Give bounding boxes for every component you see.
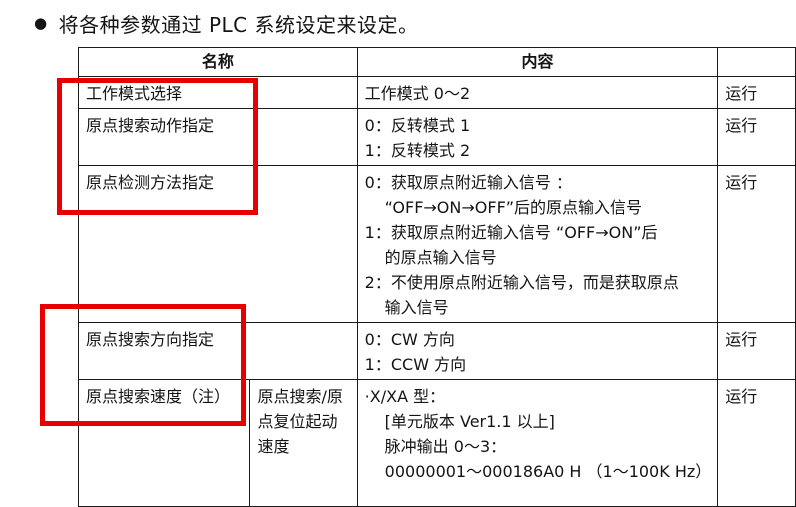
content-line: 0：CW 方向 <box>364 330 455 349</box>
param-content: 0：反转模式 1 1：反转模式 2 <box>356 108 719 166</box>
param-content: 0：CW 方向 1：CCW 方向 <box>356 322 719 380</box>
table-row: 原点搜索速度（注） 原点搜索/原点复位起动速度 ·X/XA 型： [单元版本 Ve… <box>77 379 796 507</box>
param-name: 原点搜索动作指定 <box>78 108 358 166</box>
param-status: 运行 <box>717 322 796 380</box>
table-row: 原点检测方法指定 0：获取原点附近输入信号 ： “OFF→ON→OFF”后的原点输… <box>78 165 796 323</box>
param-name: 原点检测方法指定 <box>78 165 358 323</box>
content-line: 的原点输入信号 <box>384 248 497 267</box>
content-line: 0：反转模式 1 <box>364 116 471 135</box>
content-line: 输入信号 <box>384 298 449 317</box>
content-line: ·X/XA 型： <box>364 387 446 406</box>
content-line: 脉冲输出 0～3： <box>384 437 507 456</box>
param-content: 0：获取原点附近输入信号 ： “OFF→ON→OFF”后的原点输入信号 1：获取原点… <box>356 165 719 323</box>
header-name: 名称 <box>78 47 358 77</box>
param-content: ·X/XA 型： [单元版本 Ver1.1 以上] 脉冲输出 0～3： 0000000… <box>356 379 719 507</box>
content-line: “OFF→ON→OFF”后的原点输入信号 <box>384 198 643 217</box>
content-line: 0：获取原点附近输入信号 ： <box>364 173 572 192</box>
content-line: 1：获取原点附近输入信号 “OFF→ON”后 <box>364 223 658 242</box>
content-line: 1：反转模式 2 <box>364 141 471 160</box>
table-header-row: 名称 内容 <box>78 47 796 77</box>
param-status: 运行 <box>717 379 796 507</box>
table-row: 原点搜索动作指定 0：反转模式 1 1：反转模式 2 运行 <box>78 108 796 166</box>
content-line: 2：不使用原点附近输入信号，而是获取原点 <box>364 273 679 292</box>
param-content: 工作模式 0～2 <box>356 76 719 109</box>
content-line: 00000001～000186A0 H （1～100K Hz） <box>384 462 712 481</box>
parameter-table: 名称 内容 工作模式选择 工作模式 0～2 运行 原点搜索动作指定 0：反转模式… <box>77 47 796 507</box>
content-line: [单元版本 Ver1.1 以上] <box>384 412 555 431</box>
bullet-icon: ● <box>34 14 48 32</box>
param-name: 原点搜索速度（注） <box>77 379 251 507</box>
section-title: ● 将各种参数通过 PLC 系统设定来设定。 <box>34 9 418 38</box>
section-title-text: 将各种参数通过 PLC 系统设定来设定。 <box>58 13 419 37</box>
content-line: 工作模式 0～2 <box>364 84 471 103</box>
header-content: 内容 <box>356 47 719 77</box>
content-line: 1：CCW 方向 <box>364 355 467 374</box>
param-name: 工作模式选择 <box>78 76 358 109</box>
header-status <box>717 47 796 77</box>
param-name: 原点搜索方向指定 <box>78 322 358 380</box>
table-row: 工作模式选择 工作模式 0～2 运行 <box>78 76 796 109</box>
param-status: 运行 <box>717 165 796 323</box>
param-subname: 原点搜索/原点复位起动速度 <box>249 379 358 507</box>
param-status: 运行 <box>717 76 796 109</box>
table-row: 原点搜索方向指定 0：CW 方向 1：CCW 方向 运行 <box>78 322 796 380</box>
param-status: 运行 <box>717 108 796 166</box>
